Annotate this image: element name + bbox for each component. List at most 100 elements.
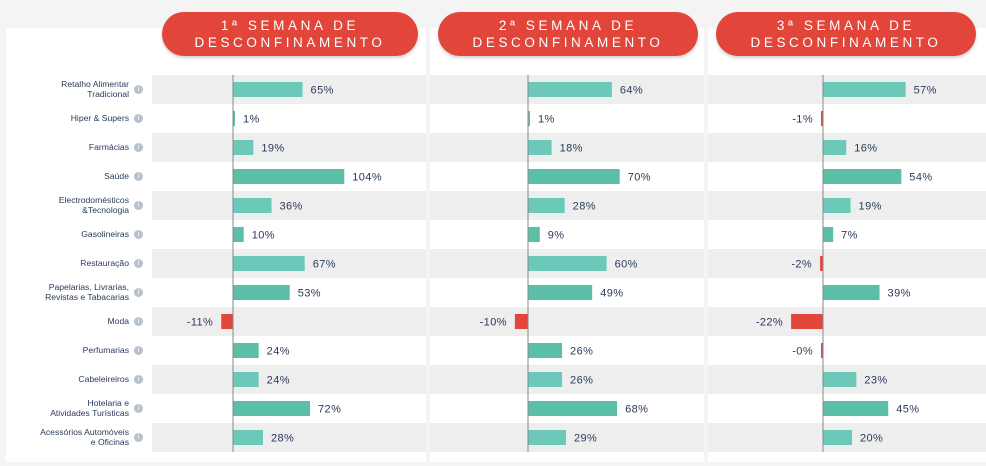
row-stripe	[708, 249, 986, 278]
value-label: 18%	[560, 143, 583, 155]
info-icon[interactable]: i	[134, 433, 143, 442]
info-icon[interactable]: i	[134, 172, 143, 181]
row-stripe	[152, 423, 426, 452]
category-label: Cabeleireiros	[78, 373, 129, 384]
value-label: 10%	[252, 230, 275, 242]
value-label: 1%	[538, 114, 555, 126]
value-label: 67%	[313, 259, 336, 271]
value-label: 53%	[298, 288, 321, 300]
value-label: 57%	[914, 85, 937, 97]
bar	[820, 256, 823, 271]
info-icon[interactable]: i	[134, 404, 143, 413]
value-label: 64%	[620, 85, 643, 97]
bar	[528, 372, 563, 387]
value-label: 24%	[267, 375, 290, 387]
category-label: Gasolineiras	[81, 228, 129, 239]
value-label: 9%	[548, 230, 565, 242]
info-icon[interactable]: i	[134, 201, 143, 210]
bar	[233, 169, 345, 184]
bar	[823, 430, 852, 445]
value-label: 28%	[573, 201, 596, 213]
bar	[233, 111, 235, 126]
category-label: Hotelaria e Atividades Turísticas	[50, 398, 129, 418]
bar	[528, 430, 566, 445]
bar	[528, 140, 552, 155]
row-stripe	[430, 423, 704, 452]
value-label: 23%	[864, 375, 887, 387]
week2-title-pill: 2ª SEMANA DE DESCONFINAMENTO	[438, 12, 698, 56]
bar	[528, 169, 620, 184]
info-icon[interactable]: i	[134, 114, 143, 123]
bar	[823, 285, 880, 300]
value-label: 45%	[896, 404, 919, 416]
info-icon[interactable]: i	[134, 375, 143, 384]
bar	[528, 82, 612, 97]
category-label: Moda	[107, 315, 130, 326]
row-stripe	[430, 365, 704, 394]
value-label: -11%	[187, 317, 213, 329]
category-label: Farmácias	[88, 141, 129, 152]
value-label: 7%	[841, 230, 858, 242]
value-label: 19%	[261, 143, 284, 155]
info-icon[interactable]: i	[134, 259, 143, 268]
value-label: 29%	[574, 433, 597, 445]
bar	[233, 82, 303, 97]
info-icon[interactable]: i	[134, 346, 143, 355]
bar	[221, 314, 233, 329]
info-icon[interactable]: i	[134, 143, 143, 152]
category-label: Retalho Alimentar Tradicional	[61, 79, 129, 99]
category-label: Perfumarias	[82, 344, 129, 355]
row-stripe	[152, 307, 426, 336]
bar	[233, 343, 259, 358]
week1-title-pill: 1ª SEMANA DE DESCONFINAMENTO	[162, 12, 418, 56]
bar	[233, 372, 259, 387]
value-label: -10%	[480, 317, 507, 329]
bar	[233, 285, 290, 300]
value-label: 65%	[311, 85, 334, 97]
category-label: Saúde	[104, 170, 129, 181]
value-label: 16%	[854, 143, 877, 155]
bar	[233, 256, 305, 271]
bar	[233, 140, 254, 155]
value-label: 72%	[318, 404, 341, 416]
row-stripe	[430, 191, 704, 220]
info-icon[interactable]: i	[134, 288, 143, 297]
bar	[528, 343, 563, 358]
value-label: 39%	[888, 288, 911, 300]
value-label: 20%	[860, 433, 883, 445]
category-label: Hiper & Supers	[70, 112, 129, 123]
value-label: 60%	[615, 259, 638, 271]
week3-title: 3ª SEMANA DE DESCONFINAMENTO	[750, 18, 942, 50]
row-stripe	[152, 133, 426, 162]
value-label: 49%	[600, 288, 623, 300]
week1-title: 1ª SEMANA DE DESCONFINAMENTO	[194, 18, 386, 50]
info-icon[interactable]: i	[134, 85, 143, 94]
category-label-panel	[6, 28, 152, 462]
bar	[823, 169, 902, 184]
bar	[821, 343, 823, 358]
value-label: 68%	[625, 404, 648, 416]
value-label: -1%	[792, 114, 813, 126]
row-stripe	[152, 191, 426, 220]
value-label: 26%	[570, 375, 593, 387]
info-icon[interactable]: i	[134, 230, 143, 239]
bar	[514, 314, 528, 329]
bar	[528, 198, 565, 213]
bar	[791, 314, 823, 329]
bar	[823, 140, 847, 155]
bar	[823, 401, 889, 416]
info-icon[interactable]: i	[134, 317, 143, 326]
week2-title: 2ª SEMANA DE DESCONFINAMENTO	[472, 18, 664, 50]
value-label: -0%	[792, 346, 813, 358]
bar	[821, 111, 823, 126]
value-label: 26%	[570, 346, 593, 358]
bar	[823, 82, 906, 97]
week3-title-pill: 3ª SEMANA DE DESCONFINAMENTO	[716, 12, 976, 56]
bar	[528, 401, 618, 416]
category-label: Electrodomésticos &Tecnologia	[58, 195, 129, 215]
bar	[528, 111, 530, 126]
value-label: 19%	[859, 201, 882, 213]
bar	[823, 198, 851, 213]
value-label: -22%	[756, 317, 783, 329]
